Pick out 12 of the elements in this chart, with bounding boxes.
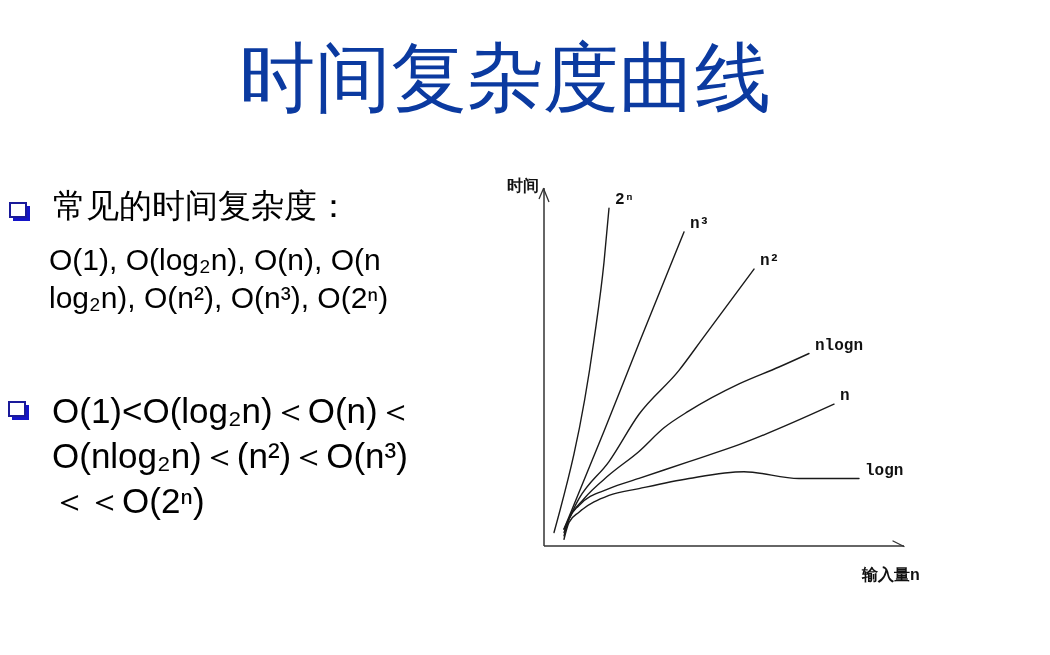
x-axis-title: 输入量n <box>862 565 920 585</box>
series-label: nlogn <box>815 336 864 355</box>
series-label: n <box>840 387 850 406</box>
y-axis-title: 时间 <box>507 176 539 196</box>
text: O(1), O(log₂n), O(n), O(n log₂n), O(n²), O(n³), O(2ⁿ) <box>49 243 389 314</box>
chart-title: 时间复杂度曲线 <box>238 36 772 120</box>
text: O(1)<O(log₂n)＜O(n)＜O(nlog₂n)＜(n²)＜O(n³)＜＜O(2ⁿ) <box>52 391 413 520</box>
text: 常见的时间复杂度： <box>53 188 350 224</box>
series-label: n² <box>760 252 780 271</box>
series-label: 2ⁿ <box>615 191 635 210</box>
series-label: logn <box>865 461 904 480</box>
series-label: n³ <box>690 215 710 234</box>
